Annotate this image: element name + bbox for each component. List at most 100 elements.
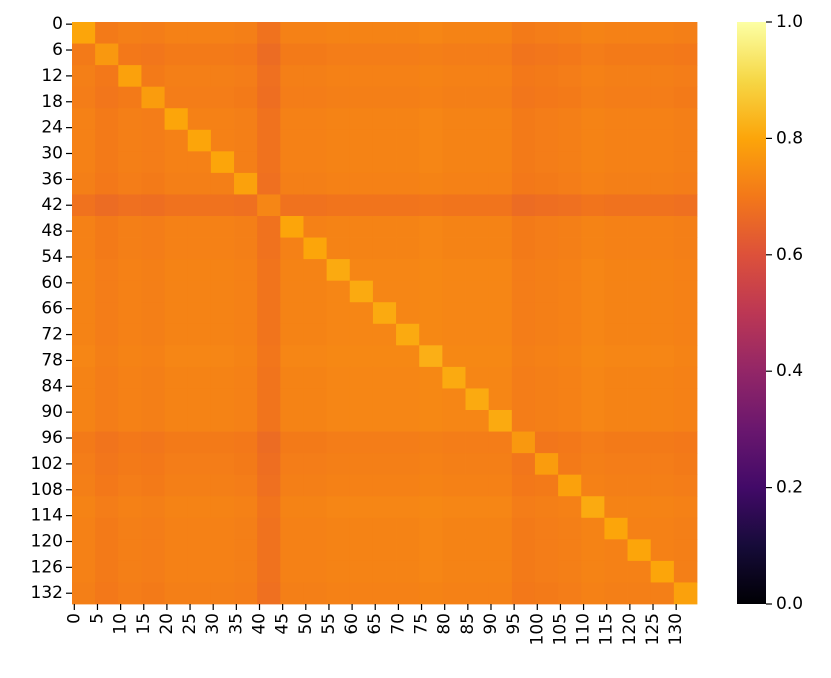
heatmap-cell <box>627 259 652 282</box>
heatmap-cell <box>396 22 420 44</box>
heatmap-cell <box>141 366 165 389</box>
heatmap-cell <box>534 259 559 282</box>
y-tick-label: 48 <box>41 221 63 241</box>
heatmap-cell <box>303 517 328 540</box>
heatmap-cell <box>465 539 490 562</box>
heatmap-cell <box>326 453 351 476</box>
heatmap-cell <box>534 345 559 368</box>
y-tick-label: 6 <box>52 40 63 60</box>
heatmap-cell <box>488 259 513 282</box>
heatmap-cell <box>419 539 443 562</box>
x-tick-label: 105 <box>550 613 570 645</box>
x-tick-label: 50 <box>296 613 316 635</box>
heatmap-cell <box>164 259 189 282</box>
heatmap-cell <box>164 345 189 368</box>
heatmap-cell <box>118 582 142 605</box>
heatmap-cell <box>187 259 212 282</box>
heatmap-cell <box>558 129 582 152</box>
heatmap-cell <box>650 237 675 260</box>
heatmap-cell <box>511 129 536 152</box>
heatmap-cell <box>326 151 351 174</box>
heatmap-cell <box>627 151 652 174</box>
heatmap-cell <box>442 194 466 217</box>
heatmap-cell <box>280 582 304 605</box>
heatmap-cell <box>488 582 513 605</box>
heatmap-cell <box>118 474 142 497</box>
heatmap-cell <box>280 431 304 454</box>
heatmap-cell <box>95 237 119 260</box>
heatmap-cell <box>442 237 466 260</box>
heatmap-cell <box>419 172 443 195</box>
heatmap-cell <box>210 366 235 389</box>
heatmap-cell <box>581 388 605 411</box>
heatmap-cell <box>141 539 165 562</box>
heatmap-cell <box>234 323 258 346</box>
heatmap-cell <box>210 539 235 562</box>
heatmap-cell <box>72 172 96 195</box>
colorbar-tick-label: 0.8 <box>776 128 803 148</box>
heatmap-cell <box>558 172 582 195</box>
heatmap-cell <box>187 237 212 260</box>
heatmap-cell <box>164 280 189 303</box>
heatmap-cell <box>558 431 582 454</box>
heatmap-cell <box>673 560 698 583</box>
heatmap-cell <box>372 453 397 476</box>
heatmap-cell <box>442 323 466 346</box>
heatmap-cell <box>164 151 189 174</box>
heatmap-cell <box>95 496 119 519</box>
heatmap-cell <box>349 453 374 476</box>
heatmap-cell <box>604 108 628 131</box>
heatmap-cell <box>650 129 675 152</box>
heatmap-cell <box>210 323 235 346</box>
heatmap-cell <box>419 280 443 303</box>
heatmap-cell <box>558 474 582 497</box>
heatmap-cell <box>349 43 374 66</box>
heatmap-cell <box>627 517 652 540</box>
heatmap-cell <box>141 65 165 88</box>
heatmap-cell <box>95 216 119 238</box>
heatmap-cell <box>280 517 304 540</box>
heatmap-cell <box>257 172 281 195</box>
heatmap-cell <box>673 517 698 540</box>
heatmap-cell <box>419 22 443 44</box>
heatmap-cell <box>650 259 675 282</box>
heatmap-cell <box>488 108 513 131</box>
heatmap-cell <box>187 345 212 368</box>
heatmap-cell <box>442 496 466 519</box>
heatmap-cell <box>442 22 466 44</box>
heatmap-cell <box>650 22 675 44</box>
heatmap-cell <box>465 560 490 583</box>
heatmap-cell <box>210 172 235 195</box>
heatmap-cell <box>187 410 212 432</box>
heatmap-cell <box>465 453 490 476</box>
heatmap-cell <box>604 259 628 282</box>
heatmap-cell <box>210 388 235 411</box>
heatmap-cell <box>257 453 281 476</box>
heatmap-cell <box>396 43 420 66</box>
heatmap-cell <box>488 172 513 195</box>
heatmap-cell <box>349 517 374 540</box>
heatmap-cell <box>234 366 258 389</box>
heatmap-cell <box>118 388 142 411</box>
heatmap-cell <box>442 560 466 583</box>
heatmap-cell <box>488 388 513 411</box>
heatmap-cell <box>349 151 374 174</box>
heatmap-cell <box>187 517 212 540</box>
heatmap-cell <box>187 560 212 583</box>
heatmap-cell <box>280 280 304 303</box>
heatmap-cell <box>581 237 605 260</box>
heatmap-cell <box>349 22 374 44</box>
heatmap-cell <box>118 259 142 282</box>
heatmap-cell <box>604 86 628 109</box>
heatmap-cell <box>349 474 374 497</box>
heatmap-cell <box>349 237 374 260</box>
heatmap-cell <box>650 431 675 454</box>
heatmap-cell <box>164 431 189 454</box>
heatmap-cell <box>326 539 351 562</box>
heatmap-cell <box>72 560 96 583</box>
heatmap-cell <box>650 86 675 109</box>
heatmap-cell <box>673 237 698 260</box>
heatmap-cell <box>257 259 281 282</box>
heatmap-cell <box>95 86 119 109</box>
heatmap-cell <box>650 453 675 476</box>
